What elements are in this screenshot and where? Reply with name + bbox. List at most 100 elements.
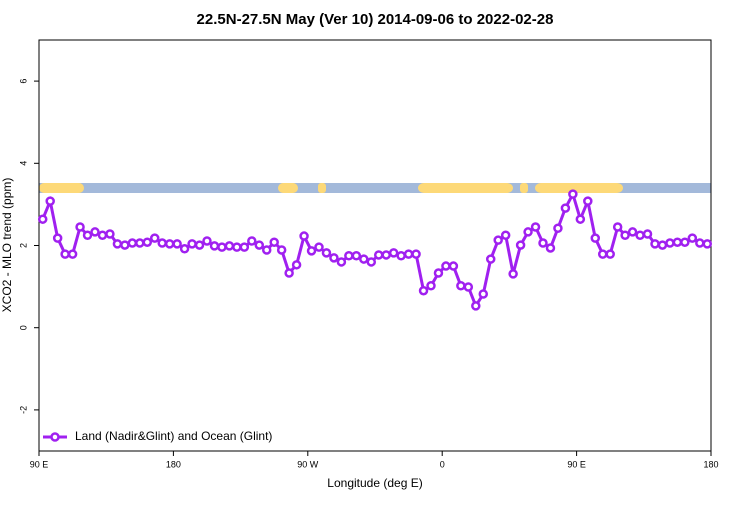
- point: [254, 240, 265, 250]
- point: [217, 242, 227, 252]
- y-tick-label: 6: [18, 79, 28, 84]
- point: [67, 249, 78, 259]
- point: [351, 251, 362, 261]
- point: [112, 239, 123, 249]
- point: [612, 222, 623, 232]
- point: [538, 238, 548, 248]
- point: [239, 242, 250, 252]
- point: [359, 254, 369, 264]
- point: [366, 257, 377, 267]
- point: [135, 238, 145, 248]
- point: [336, 257, 347, 267]
- point: [426, 281, 436, 291]
- point: [120, 240, 130, 250]
- point: [306, 246, 317, 256]
- legend-label: Land (Nadir&Glint) and Ocean (Glint): [75, 429, 272, 443]
- point: [157, 238, 167, 248]
- point: [478, 289, 489, 299]
- point: [261, 245, 272, 255]
- point: [82, 230, 93, 240]
- x-tick-label: 180: [703, 459, 718, 469]
- point: [560, 203, 571, 213]
- point: [657, 240, 668, 250]
- point: [687, 233, 698, 243]
- point: [411, 249, 421, 259]
- y-tick-label: -2: [18, 406, 28, 414]
- point: [642, 229, 653, 239]
- point: [702, 239, 713, 249]
- point: [149, 233, 160, 243]
- legend-marker: [50, 432, 60, 442]
- point: [568, 189, 578, 199]
- point: [433, 268, 444, 278]
- point: [590, 233, 601, 243]
- point: [597, 249, 608, 259]
- point: [247, 236, 257, 246]
- point: [635, 230, 645, 240]
- point: [344, 251, 354, 261]
- point: [329, 253, 339, 263]
- point: [500, 230, 511, 240]
- y-tick-label: 2: [18, 243, 28, 248]
- x-tick-label: 90 E: [30, 459, 49, 469]
- point: [373, 250, 384, 260]
- point: [142, 237, 153, 247]
- point: [224, 241, 235, 251]
- point: [97, 230, 108, 240]
- point: [515, 240, 526, 250]
- x-tick-label: 180: [166, 459, 181, 469]
- point: [553, 223, 563, 233]
- point: [441, 261, 451, 271]
- point: [396, 251, 406, 261]
- point: [52, 233, 63, 243]
- point: [456, 281, 466, 291]
- point: [523, 227, 533, 237]
- point: [75, 222, 85, 232]
- point: [232, 242, 242, 252]
- point: [448, 261, 459, 271]
- x-tick-label: 90 W: [297, 459, 319, 469]
- point: [583, 196, 593, 206]
- point: [276, 245, 287, 255]
- point: [575, 214, 586, 224]
- point: [463, 282, 474, 292]
- point: [269, 237, 279, 247]
- point: [627, 227, 638, 237]
- point: [388, 248, 399, 258]
- point: [202, 236, 212, 246]
- point: [179, 244, 190, 254]
- point: [90, 227, 100, 237]
- point: [105, 229, 115, 239]
- point: [194, 240, 205, 250]
- y-tick-label: 0: [18, 325, 28, 330]
- point: [172, 239, 182, 249]
- point: [314, 242, 324, 252]
- point: [127, 238, 138, 248]
- map-strip: [39, 183, 711, 193]
- point: [187, 239, 197, 249]
- x-tick-label: 0: [440, 459, 445, 469]
- point: [403, 249, 414, 259]
- point: [418, 285, 429, 296]
- line: [41, 190, 708, 310]
- point: [680, 237, 690, 247]
- point: [485, 254, 496, 264]
- chart-title: 22.5N-27.5N May (Ver 10) 2014-09-06 to 2…: [197, 11, 554, 28]
- point: [493, 235, 503, 245]
- point: [665, 238, 675, 248]
- point: [291, 260, 302, 270]
- point: [60, 249, 70, 259]
- x-tick-label: 90 E: [567, 459, 586, 469]
- x-axis-label: Longitude (deg E): [327, 476, 422, 490]
- point: [45, 196, 55, 206]
- point: [530, 222, 541, 232]
- point: [299, 231, 309, 241]
- y-tick-label: 4: [18, 161, 28, 166]
- point: [209, 241, 220, 251]
- point: [672, 237, 683, 247]
- point: [508, 269, 518, 279]
- point: [650, 239, 660, 249]
- point: [164, 239, 175, 249]
- point: [381, 250, 391, 260]
